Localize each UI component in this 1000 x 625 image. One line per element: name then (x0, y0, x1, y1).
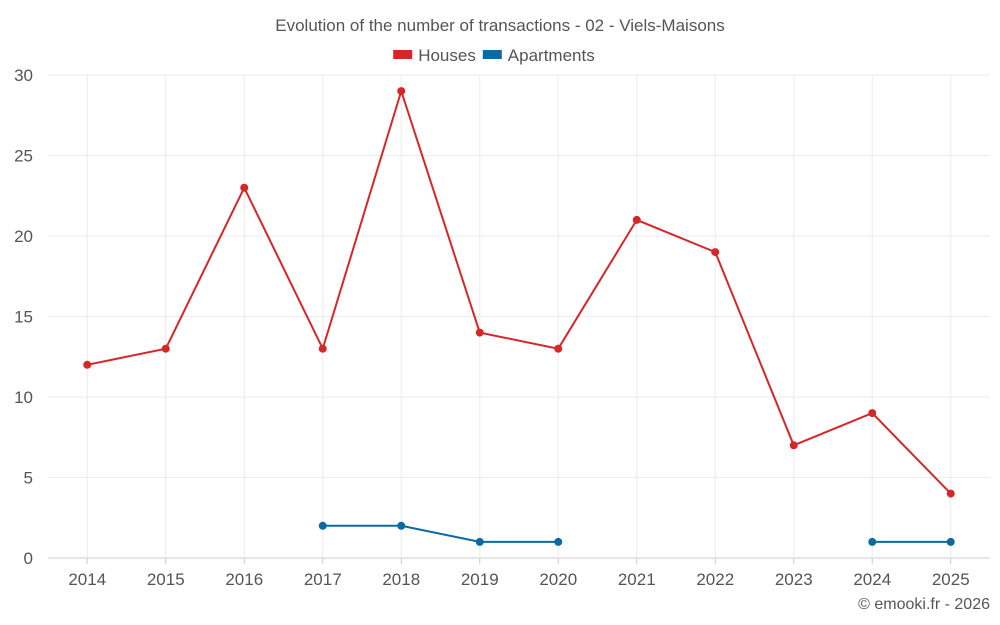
legend-item-houses[interactable]: Houses (393, 46, 476, 65)
data-point-houses[interactable] (318, 344, 327, 353)
data-point-houses[interactable] (868, 409, 877, 418)
data-point-houses[interactable] (397, 87, 406, 96)
x-tick-label: 2020 (539, 570, 577, 589)
series-houses (83, 87, 955, 498)
legend-item-apartments[interactable]: Apartments (482, 46, 595, 65)
data-point-houses[interactable] (946, 489, 955, 498)
y-tick-label: 20 (14, 227, 33, 246)
y-tick-label: 15 (14, 308, 33, 327)
chart-title: Evolution of the number of transactions … (275, 16, 724, 35)
legend[interactable]: Houses Apartments (393, 46, 595, 65)
series-layer (83, 87, 955, 546)
x-tick-label: 2025 (932, 570, 970, 589)
x-tick-label: 2018 (382, 570, 420, 589)
data-point-houses[interactable] (554, 344, 563, 353)
data-point-apartments[interactable] (475, 537, 484, 546)
y-tick-label: 0 (24, 549, 33, 568)
data-point-apartments[interactable] (946, 537, 955, 546)
x-tick-label: 2024 (853, 570, 891, 589)
x-tick-label: 2016 (225, 570, 263, 589)
credit-text: © emooki.fr - 2026 (858, 596, 990, 613)
series-line-apartments (322, 524, 951, 543)
data-point-apartments[interactable] (868, 537, 877, 546)
x-tick-label: 2021 (618, 570, 656, 589)
x-tick-label: 2022 (696, 570, 734, 589)
data-point-apartments[interactable] (318, 521, 327, 530)
data-point-houses[interactable] (240, 183, 249, 192)
data-point-houses[interactable] (161, 344, 170, 353)
data-point-houses[interactable] (83, 360, 92, 369)
y-tick-label: 30 (14, 66, 33, 85)
x-tick-label: 2014 (68, 570, 106, 589)
legend-swatch-houses (393, 50, 413, 59)
y-tick-label: 10 (14, 388, 33, 407)
x-tick-label: 2015 (147, 570, 185, 589)
grid (48, 74, 990, 564)
data-point-apartments[interactable] (554, 537, 563, 546)
legend-swatch-apartments (482, 50, 502, 59)
legend-label-houses: Houses (418, 46, 476, 65)
x-tick-label: 2017 (304, 570, 342, 589)
data-point-houses[interactable] (632, 215, 641, 224)
y-tick-label: 25 (14, 147, 33, 166)
data-point-apartments[interactable] (397, 521, 406, 530)
data-point-houses[interactable] (711, 248, 720, 257)
legend-label-apartments: Apartments (508, 46, 595, 65)
series-apartments (318, 521, 955, 546)
x-tick-label: 2019 (461, 570, 499, 589)
data-point-houses[interactable] (789, 441, 798, 450)
y-tick-label: 5 (24, 469, 33, 488)
data-point-houses[interactable] (475, 328, 484, 337)
series-line-houses (87, 87, 952, 495)
x-tick-label: 2023 (775, 570, 813, 589)
